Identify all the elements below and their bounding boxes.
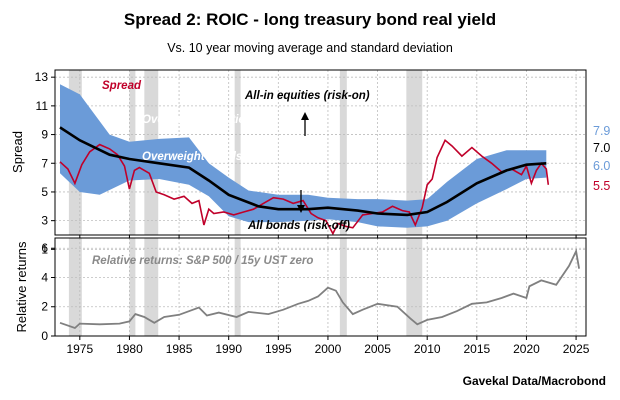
- x-tick-label: 2000: [315, 342, 342, 356]
- y-axis-label-spread: Spread: [10, 131, 25, 173]
- recession-band: [129, 238, 136, 336]
- y-tick-label: 3: [41, 214, 48, 228]
- y-tick-label: 4: [41, 270, 48, 284]
- y-axis-ticks-bottom: 0 2 4 6: [41, 241, 55, 343]
- chart-subtitle: Vs. 10 year moving average and standard …: [167, 41, 453, 55]
- y-tick-label: 1: [41, 242, 48, 256]
- x-tick-label: 1995: [265, 342, 292, 356]
- recession-band: [68, 238, 82, 336]
- arrow-up-icon: [301, 112, 309, 136]
- y-tick-label: 11: [36, 99, 49, 113]
- x-axis-ticks-bottom: 1975 1980 1985 1990 1995 2000 2005 2010 2015 2020…: [66, 336, 590, 356]
- right-value-mean: 7.0: [593, 141, 610, 155]
- x-tick-label: 2015: [463, 342, 490, 356]
- arrow-down-icon: [297, 190, 305, 213]
- relative-returns-panel: 0 2 4 6 1975 1980 1985 1990 1995 2000 2005 2010 201…: [14, 237, 590, 356]
- y-tick-label: 13: [35, 70, 49, 84]
- spread-line: [59, 139, 550, 236]
- x-tick-label: 1990: [215, 342, 242, 356]
- y-tick-label: 7: [41, 156, 48, 170]
- recession-band: [406, 70, 423, 235]
- recession-band: [234, 238, 241, 336]
- std-dev-band: [60, 84, 547, 228]
- x-tick-label: 2025: [563, 342, 590, 356]
- spread-panel-frame: [54, 69, 587, 236]
- right-value-band-upper: 7.9: [593, 124, 610, 138]
- annotation-spread: Spread: [102, 80, 142, 92]
- x-tick-label: 2005: [364, 342, 391, 356]
- annotation-risk-on: All-in equities (risk-on): [244, 90, 370, 102]
- right-value-band-lower: 6.0: [593, 159, 610, 173]
- annotation-relative-returns: Relative returns: S&P 500 / 15y UST zero: [92, 255, 313, 267]
- recession-band: [234, 70, 241, 235]
- relative-returns-line: [59, 248, 580, 330]
- recession-band: [406, 238, 423, 336]
- y-tick-label: 5: [41, 185, 48, 199]
- y-tick-label: 0: [41, 329, 48, 343]
- source-credit: Gavekal Data/Macrobond: [463, 374, 606, 388]
- moving-average-line: [59, 126, 547, 217]
- relative-panel-frame: [54, 237, 587, 337]
- x-tick-label: 2020: [513, 342, 540, 356]
- chart-title: Spread 2: ROIC - long treasury bond real…: [124, 10, 496, 29]
- y-axis-label-relative: Relative returns: [14, 241, 29, 333]
- y-tick-label: 2: [41, 300, 48, 314]
- y-tick-label: 9: [41, 128, 48, 142]
- annotation-overweight-equities: Overweight equities: [142, 114, 251, 126]
- recession-band: [339, 238, 347, 336]
- recession-band: [339, 70, 347, 235]
- x-tick-label: 1985: [166, 342, 193, 356]
- x-tick-label: 2010: [414, 342, 441, 356]
- annotation-risk-off: All bonds (risk-off): [247, 220, 350, 232]
- right-value-spread: 5.5: [593, 179, 610, 193]
- annotation-overweight-bonds: Overweight bonds: [142, 151, 242, 163]
- recession-band: [144, 238, 159, 336]
- recession-bands-bottom: [68, 238, 423, 336]
- x-tick-label: 1980: [116, 342, 143, 356]
- y-tick-label: 6: [41, 241, 48, 255]
- x-tick-label: 1975: [66, 342, 93, 356]
